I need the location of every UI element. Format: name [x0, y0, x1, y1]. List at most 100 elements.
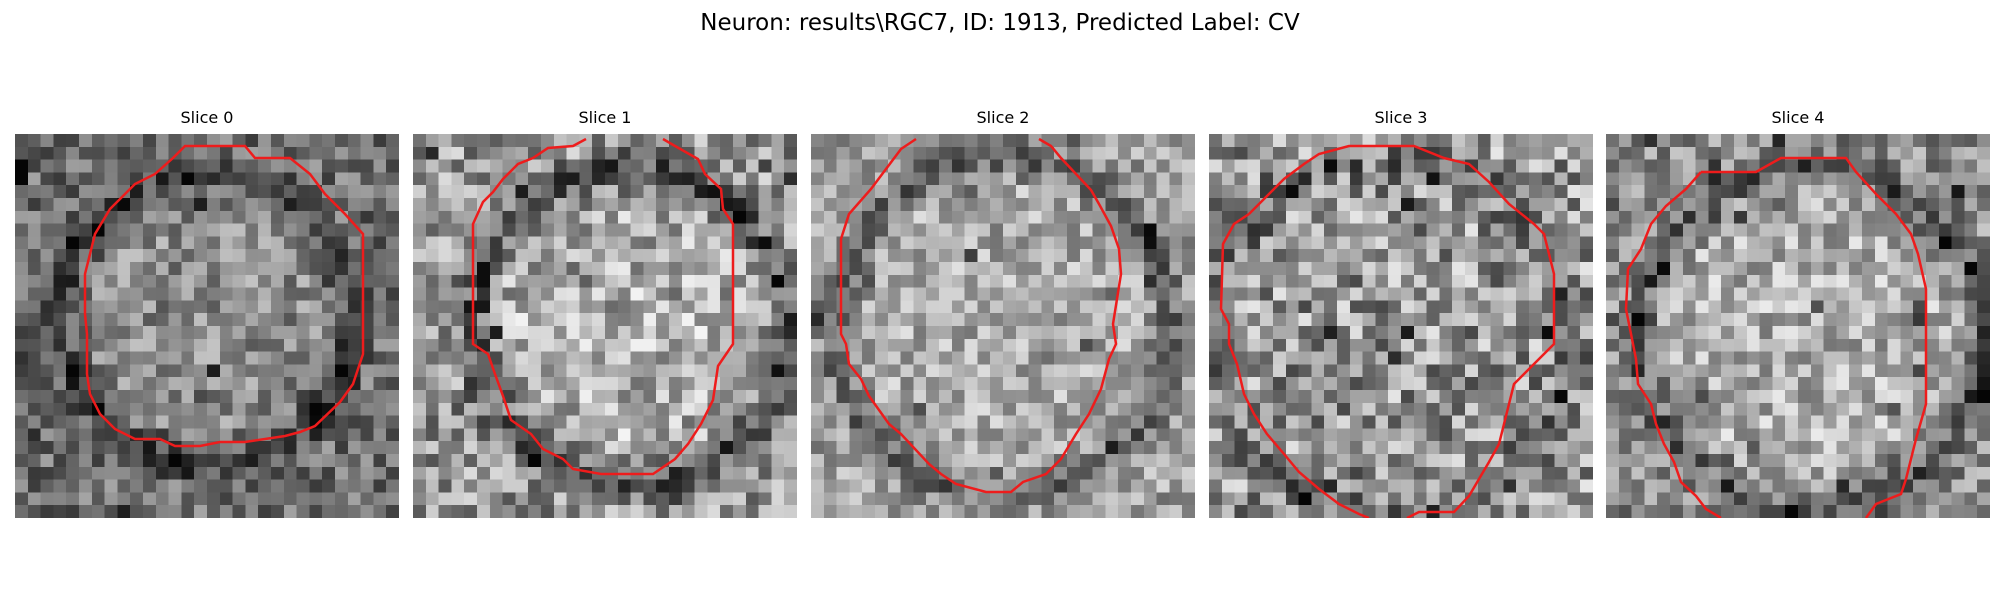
- image-pixel: [745, 402, 759, 416]
- image-pixel: [309, 274, 323, 288]
- image-pixel: [1874, 402, 1888, 416]
- image-pixel: [823, 479, 837, 493]
- image-pixel: [951, 338, 965, 352]
- image-pixel: [1426, 223, 1440, 237]
- image-pixel: [836, 236, 850, 250]
- image-pixel: [862, 338, 876, 352]
- image-pixel: [477, 172, 491, 186]
- image-pixel: [1695, 364, 1709, 378]
- image-pixel: [1695, 146, 1709, 160]
- image-pixel: [1131, 441, 1145, 455]
- image-pixel: [502, 134, 516, 148]
- image-pixel: [771, 236, 785, 250]
- image-pixel: [1311, 377, 1325, 391]
- image-pixel: [964, 274, 978, 288]
- image-pixel: [1772, 326, 1786, 340]
- image-pixel: [438, 172, 452, 186]
- image-pixel: [181, 415, 195, 429]
- image-pixel: [771, 415, 785, 429]
- image-pixel: [1182, 146, 1195, 160]
- image-pixel: [1337, 492, 1351, 506]
- image-pixel: [386, 262, 399, 276]
- image-pixel: [194, 454, 208, 468]
- image-pixel: [79, 326, 93, 340]
- image-pixel: [1221, 492, 1235, 506]
- image-pixel: [1131, 326, 1145, 340]
- image-pixel: [1567, 428, 1581, 442]
- image-pixel: [1413, 428, 1427, 442]
- image-pixel: [1964, 249, 1978, 263]
- image-pixel: [1606, 466, 1620, 480]
- image-pixel: [1298, 249, 1312, 263]
- image-pixel: [117, 134, 131, 148]
- image-pixel: [1759, 454, 1773, 468]
- image-pixel: [1273, 274, 1287, 288]
- image-pixel: [1362, 492, 1376, 506]
- image-pixel: [681, 223, 695, 237]
- image-pixel: [1516, 377, 1530, 391]
- image-pixel: [283, 338, 297, 352]
- image-pixel: [1388, 236, 1402, 250]
- image-pixel: [309, 287, 323, 301]
- image-pixel: [1503, 262, 1517, 276]
- image-pixel: [425, 236, 439, 250]
- image-pixel: [155, 351, 169, 365]
- image-pixel: [1143, 377, 1157, 391]
- image-pixel: [1734, 198, 1748, 212]
- image-pixel: [1682, 402, 1696, 416]
- image-pixel: [1541, 146, 1555, 160]
- image-pixel: [990, 249, 1004, 263]
- image-pixel: [630, 338, 644, 352]
- image-pixel: [1298, 287, 1312, 301]
- image-pixel: [258, 313, 272, 327]
- image-pixel: [360, 441, 374, 455]
- image-pixel: [1105, 249, 1119, 263]
- image-pixel: [926, 249, 940, 263]
- image-pixel: [1951, 223, 1965, 237]
- image-pixel: [1234, 479, 1248, 493]
- image-pixel: [1746, 377, 1760, 391]
- image-pixel: [1388, 441, 1402, 455]
- image-pixel: [1028, 185, 1042, 199]
- image-pixel: [1105, 185, 1119, 199]
- image-pixel: [643, 492, 657, 506]
- image-pixel: [1977, 159, 1990, 173]
- image-pixel: [1015, 390, 1029, 404]
- image-pixel: [1209, 364, 1223, 378]
- image-pixel: [1362, 505, 1376, 518]
- image-pixel: [66, 402, 80, 416]
- image-pixel: [194, 223, 208, 237]
- image-pixel: [939, 390, 953, 404]
- image-pixel: [1785, 300, 1799, 314]
- image-pixel: [1169, 479, 1183, 493]
- image-pixel: [707, 338, 721, 352]
- image-pixel: [694, 185, 708, 199]
- image-pixel: [643, 146, 657, 160]
- image-pixel: [1721, 159, 1735, 173]
- image-pixel: [1554, 159, 1568, 173]
- image-pixel: [347, 441, 361, 455]
- image-pixel: [1798, 364, 1812, 378]
- image-pixel: [862, 428, 876, 442]
- image-pixel: [1452, 300, 1466, 314]
- image-pixel: [1426, 326, 1440, 340]
- image-pixel: [451, 479, 465, 493]
- image-pixel: [1324, 300, 1338, 314]
- image-pixel: [168, 159, 182, 173]
- image-pixel: [464, 223, 478, 237]
- image-pixel: [1388, 326, 1402, 340]
- image-pixel: [1260, 262, 1274, 276]
- image-pixel: [1798, 287, 1812, 301]
- image-pixel: [694, 300, 708, 314]
- image-pixel: [784, 223, 797, 237]
- image-pixel: [1234, 249, 1248, 263]
- image-pixel: [283, 134, 297, 148]
- image-pixel: [1746, 415, 1760, 429]
- image-pixel: [849, 262, 863, 276]
- image-pixel: [413, 236, 427, 250]
- image-pixel: [464, 505, 478, 518]
- image-pixel: [1734, 479, 1748, 493]
- image-pixel: [1938, 351, 1952, 365]
- image-pixel: [1938, 274, 1952, 288]
- image-pixel: [1926, 338, 1940, 352]
